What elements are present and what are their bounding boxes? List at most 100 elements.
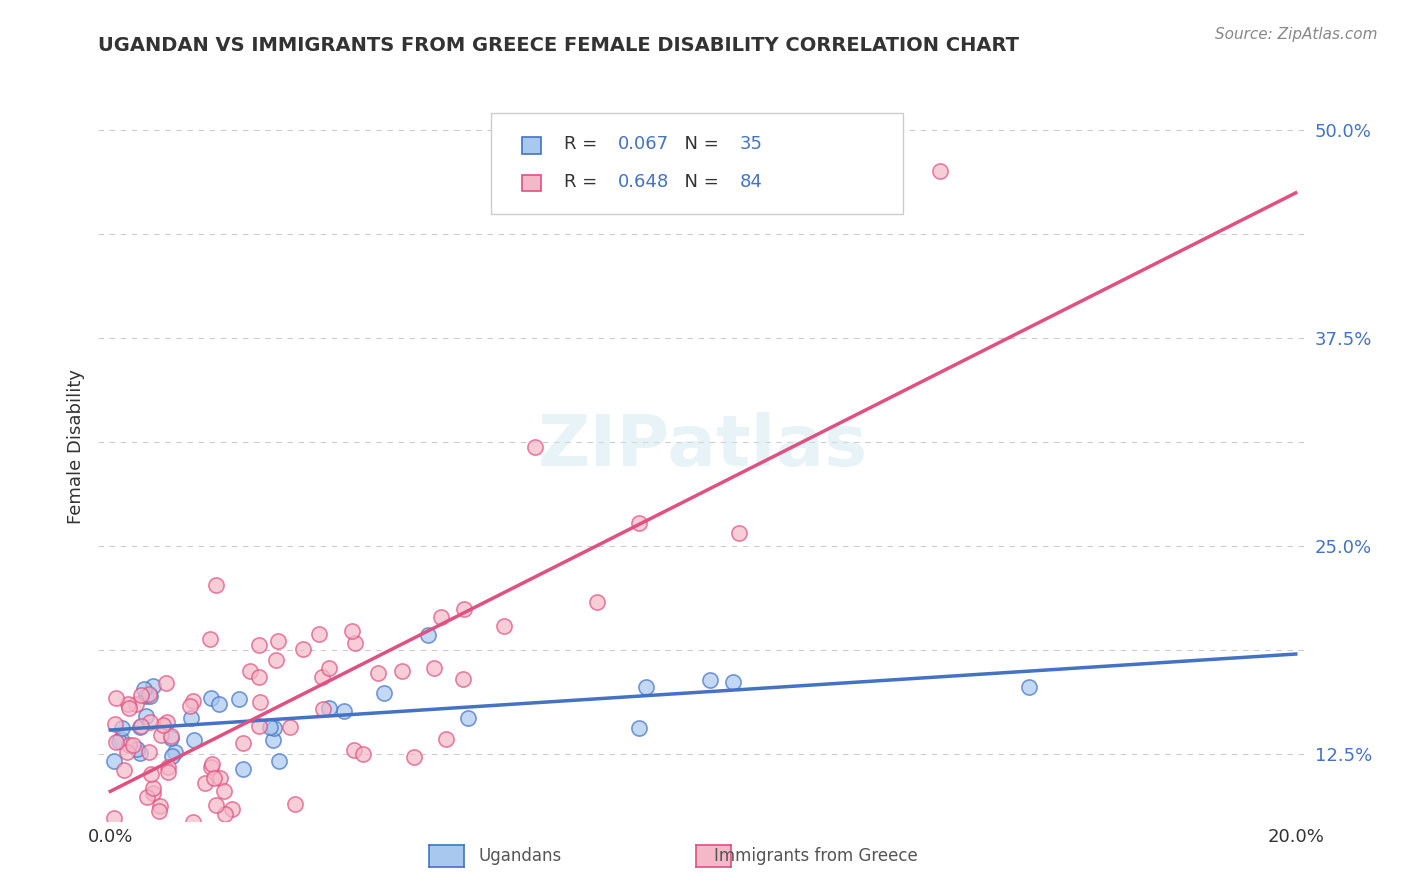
Point — [148, 804, 170, 818]
Point — [340, 624, 363, 638]
Point — [239, 664, 262, 678]
FancyBboxPatch shape — [522, 137, 541, 153]
Point — [110, 731, 132, 746]
Point — [139, 689, 162, 703]
Point — [138, 745, 160, 759]
Point — [125, 742, 148, 756]
Point — [247, 670, 270, 684]
FancyBboxPatch shape — [492, 112, 903, 214]
Point — [166, 826, 188, 840]
Point — [107, 838, 129, 853]
Point — [263, 721, 285, 735]
Point — [267, 634, 290, 648]
Point — [156, 764, 179, 779]
Point — [200, 760, 222, 774]
Point — [104, 735, 127, 749]
Y-axis label: Female Disability: Female Disability — [66, 368, 84, 524]
Point — [139, 766, 162, 780]
Point — [208, 838, 231, 853]
Point — [181, 815, 204, 830]
Point — [343, 742, 366, 756]
Point — [628, 721, 651, 735]
Point — [103, 811, 125, 825]
Point — [138, 687, 160, 701]
Point — [115, 745, 138, 759]
Text: 0.067: 0.067 — [619, 135, 669, 153]
Point — [100, 838, 122, 853]
Point — [139, 714, 162, 729]
Point — [118, 700, 141, 714]
Point — [107, 734, 129, 748]
Point — [160, 748, 183, 763]
Point — [157, 759, 180, 773]
Point — [105, 690, 128, 705]
Point — [404, 750, 426, 764]
FancyBboxPatch shape — [522, 175, 541, 191]
Point — [247, 718, 270, 732]
Point — [152, 718, 174, 732]
Point — [179, 698, 201, 713]
Point — [149, 799, 172, 814]
Point — [177, 838, 200, 853]
Point — [373, 686, 395, 700]
Point — [142, 786, 165, 800]
Point — [129, 718, 152, 732]
Point — [634, 681, 657, 695]
Point — [247, 638, 270, 652]
Point — [129, 689, 152, 703]
Point — [232, 736, 254, 750]
Text: R =: R = — [564, 172, 603, 191]
Point — [103, 754, 125, 768]
Point — [311, 670, 333, 684]
Point — [132, 682, 155, 697]
Text: 0.648: 0.648 — [619, 172, 669, 191]
Point — [149, 728, 172, 742]
Point — [249, 695, 271, 709]
Point — [453, 602, 475, 616]
Point — [112, 763, 135, 777]
Point — [267, 754, 290, 768]
Point — [228, 691, 250, 706]
Point — [284, 797, 307, 812]
Point — [422, 661, 444, 675]
Point — [207, 697, 229, 711]
Text: UGANDAN VS IMMIGRANTS FROM GREECE FEMALE DISABILITY CORRELATION CHART: UGANDAN VS IMMIGRANTS FROM GREECE FEMALE… — [98, 36, 1019, 54]
Point — [194, 776, 217, 790]
Point — [278, 720, 301, 734]
Point — [160, 731, 183, 746]
Text: 35: 35 — [740, 135, 762, 153]
Text: Source: ZipAtlas.com: Source: ZipAtlas.com — [1215, 27, 1378, 42]
Point — [160, 729, 183, 743]
Point — [728, 525, 751, 540]
Point — [156, 715, 179, 730]
Point — [434, 731, 457, 746]
Point — [312, 701, 335, 715]
Point — [391, 664, 413, 678]
Point — [204, 578, 226, 592]
Point — [208, 772, 231, 786]
Point — [104, 717, 127, 731]
Point — [125, 698, 148, 712]
Point — [457, 711, 479, 725]
Text: R =: R = — [564, 135, 603, 153]
Text: Immigrants from Greece: Immigrants from Greece — [714, 847, 917, 864]
Point — [136, 789, 159, 804]
Point — [129, 746, 152, 760]
Point — [181, 693, 204, 707]
Point — [141, 826, 163, 840]
Point — [142, 680, 165, 694]
Point — [292, 641, 315, 656]
Point — [1018, 681, 1040, 695]
Text: 84: 84 — [740, 172, 762, 191]
Point — [180, 711, 202, 725]
Point — [200, 691, 222, 706]
Text: N =: N = — [672, 135, 724, 153]
Point — [111, 721, 134, 735]
Point — [221, 801, 243, 815]
Point — [343, 636, 366, 650]
Point — [117, 698, 139, 712]
Point — [118, 738, 141, 752]
Point — [492, 619, 515, 633]
Point — [214, 807, 236, 822]
Point — [212, 784, 235, 798]
